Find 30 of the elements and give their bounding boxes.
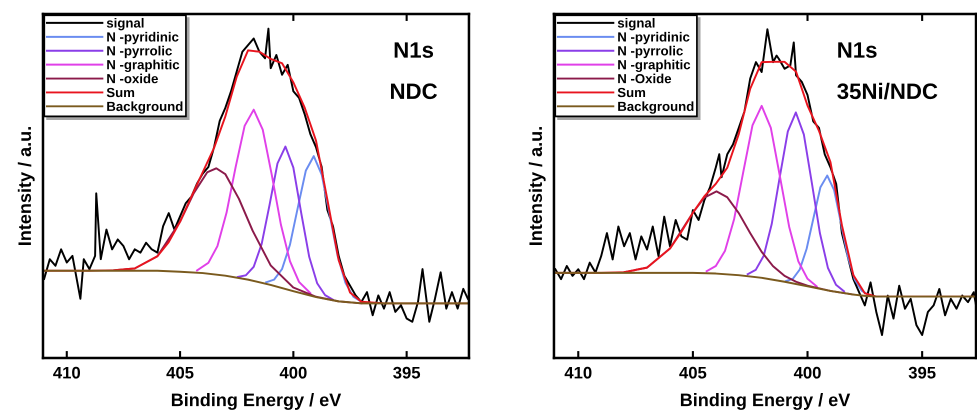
x-tick-label: 395 — [908, 366, 936, 379]
legend-label: N -Oxide — [618, 74, 672, 84]
x-tick-label: 410 — [564, 366, 592, 379]
legend-label: N -oxide — [107, 74, 158, 84]
legend-label: Background — [618, 101, 694, 114]
legend-label: Sum — [618, 88, 646, 98]
x-axis-title: Binding Energy / eV — [172, 393, 342, 410]
legend-label: signal — [618, 18, 654, 30]
x-tick-label: 405 — [166, 366, 194, 379]
legend-label: Sum — [106, 88, 134, 98]
x-axis-title: Binding Energy / eV — [680, 393, 850, 410]
x-tick-label: 400 — [280, 366, 307, 379]
x-tick-label: 395 — [393, 366, 420, 379]
annotation: N1s — [394, 42, 434, 58]
legend-label: N -pyrrolic — [107, 46, 172, 58]
x-tick-label: 400 — [794, 366, 821, 379]
legend-label: N -graphitic — [107, 60, 180, 72]
legend-label: N -pyrrolic — [618, 46, 683, 58]
x-tick-label: 410 — [53, 366, 80, 379]
legend-label: N -pyridinic — [107, 32, 179, 44]
legend-label: signal — [106, 18, 144, 30]
x-tick-label: 405 — [679, 366, 706, 379]
legend-label: N -pyridinic — [618, 32, 690, 44]
y-axis-title: Intensity / a.u. — [528, 127, 546, 245]
annotation: N1s — [838, 42, 877, 58]
annotation: NDC — [390, 83, 438, 100]
annotation: 35Ni/NDC — [837, 82, 938, 100]
legend-label: Background — [107, 101, 182, 114]
legend-label: N -graphitic — [618, 60, 690, 72]
y-axis-title: Intensity / a.u. — [18, 127, 35, 245]
